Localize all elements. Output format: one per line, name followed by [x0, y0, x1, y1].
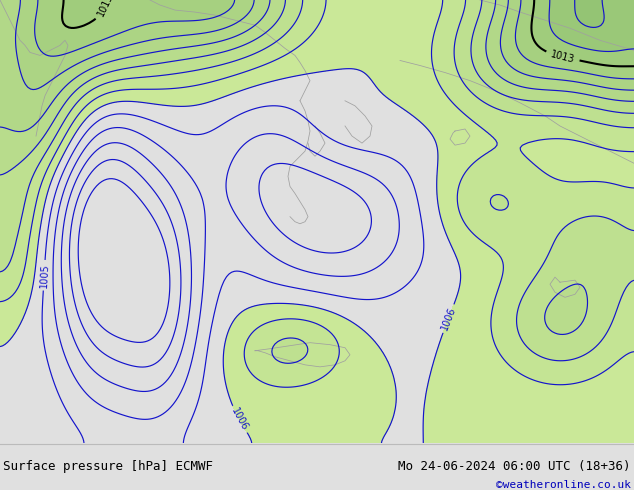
- Text: Surface pressure [hPa] ECMWF: Surface pressure [hPa] ECMWF: [3, 460, 213, 473]
- Text: Mo 24-06-2024 06:00 UTC (18+36): Mo 24-06-2024 06:00 UTC (18+36): [398, 460, 631, 473]
- Text: 1013: 1013: [96, 0, 115, 18]
- Text: ©weatheronline.co.uk: ©weatheronline.co.uk: [496, 480, 631, 490]
- Text: 1006: 1006: [229, 406, 250, 433]
- Text: 1006: 1006: [439, 305, 458, 332]
- Text: 1013: 1013: [550, 49, 576, 65]
- Text: 1005: 1005: [39, 263, 50, 288]
